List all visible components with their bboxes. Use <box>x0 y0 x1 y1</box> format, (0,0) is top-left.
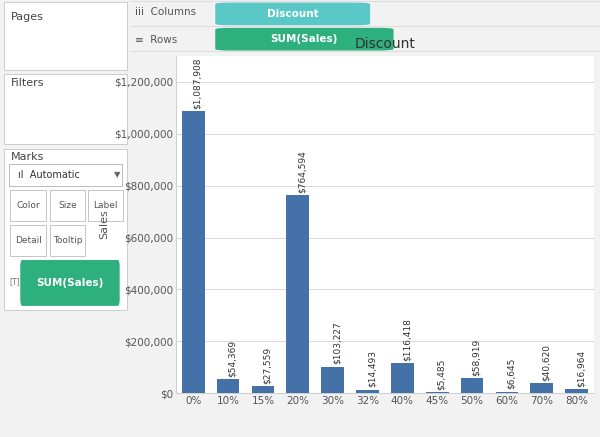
Text: $5,485: $5,485 <box>437 358 446 390</box>
FancyBboxPatch shape <box>9 164 122 186</box>
Bar <box>251 386 274 393</box>
Text: Marks: Marks <box>10 152 44 162</box>
Text: Filters: Filters <box>10 78 44 88</box>
FancyBboxPatch shape <box>4 149 127 310</box>
Text: iii  Columns: iii Columns <box>136 7 197 17</box>
Bar <box>496 392 518 393</box>
Text: Color: Color <box>16 201 40 210</box>
Bar <box>391 363 413 393</box>
FancyBboxPatch shape <box>88 190 123 221</box>
Bar <box>530 383 553 393</box>
FancyBboxPatch shape <box>215 3 370 25</box>
Bar <box>321 367 344 393</box>
FancyBboxPatch shape <box>4 2 127 70</box>
Text: $116,418: $116,418 <box>403 318 412 361</box>
Text: Pages: Pages <box>10 12 43 22</box>
Text: Discount: Discount <box>267 9 319 19</box>
Bar <box>182 111 205 393</box>
Text: $54,369: $54,369 <box>228 340 237 377</box>
Text: $14,493: $14,493 <box>367 350 376 388</box>
Bar <box>461 378 484 393</box>
Bar <box>217 379 239 393</box>
Bar <box>426 392 449 393</box>
FancyBboxPatch shape <box>215 28 394 51</box>
Text: $764,594: $764,594 <box>298 150 307 193</box>
Text: Detail: Detail <box>14 236 41 245</box>
Text: ıl  Automatic: ıl Automatic <box>19 170 80 180</box>
Text: Tooltip: Tooltip <box>53 236 82 245</box>
Text: $40,620: $40,620 <box>542 343 551 381</box>
Bar <box>356 389 379 393</box>
Text: ≡  Rows: ≡ Rows <box>136 35 178 45</box>
FancyBboxPatch shape <box>50 190 85 221</box>
Text: SUM(Sales): SUM(Sales) <box>36 278 104 288</box>
Text: $6,645: $6,645 <box>507 358 516 389</box>
Bar <box>286 195 309 393</box>
Text: Size: Size <box>58 201 77 210</box>
Title: Discount: Discount <box>355 37 415 51</box>
Text: SUM(Sales): SUM(Sales) <box>271 34 338 44</box>
Text: $27,559: $27,559 <box>263 347 272 384</box>
Text: $58,919: $58,919 <box>472 339 481 376</box>
Text: Label: Label <box>93 201 118 210</box>
Text: ▼: ▼ <box>114 170 120 179</box>
Text: $16,964: $16,964 <box>577 350 586 387</box>
FancyBboxPatch shape <box>10 225 46 256</box>
Y-axis label: Sales: Sales <box>100 210 110 239</box>
FancyBboxPatch shape <box>10 190 46 221</box>
FancyBboxPatch shape <box>50 225 85 256</box>
Bar <box>565 389 588 393</box>
Text: $1,087,908: $1,087,908 <box>193 57 202 109</box>
Text: $103,227: $103,227 <box>332 322 341 364</box>
FancyBboxPatch shape <box>20 260 119 306</box>
FancyBboxPatch shape <box>4 74 127 144</box>
Text: [T]: [T] <box>9 277 20 286</box>
